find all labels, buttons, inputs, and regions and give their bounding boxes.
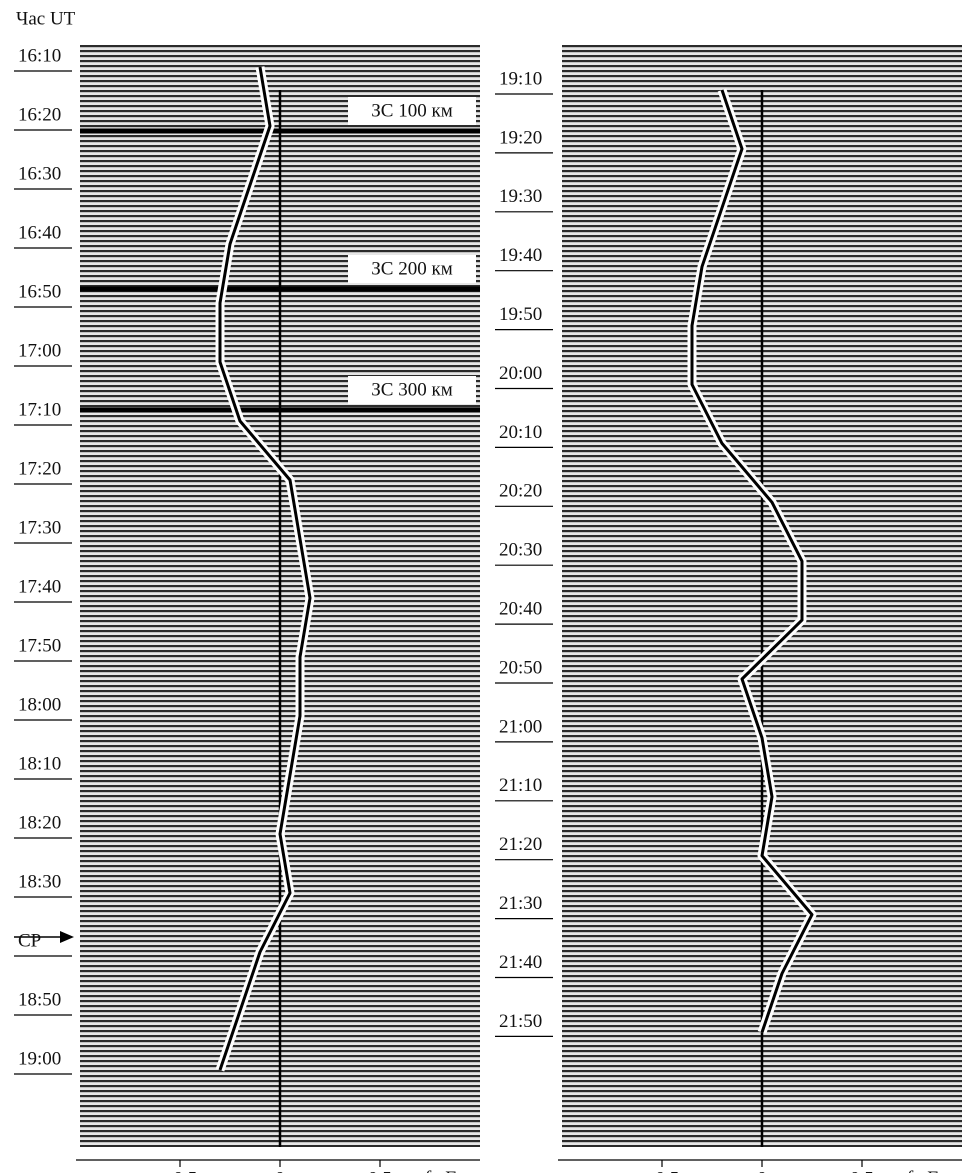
y-tick-label: 21:20 [499,834,542,855]
y-tick-label: 16:30 [18,163,61,184]
y-tick-label: 18:20 [18,812,61,833]
y-tick-label: 20:00 [499,363,542,384]
y-tick-label: 20:30 [499,540,542,561]
y-tick-label: 17:30 [18,517,61,538]
y-axis-title: Час UT [16,8,76,29]
x-tick-label: 0 [757,1168,767,1173]
y-tick-label: 21:10 [499,775,542,796]
x-tick-label: 0.5 [850,1168,874,1173]
y-tick-label: 19:10 [499,68,542,89]
y-tick-label: 16:20 [18,104,61,125]
y-tick-label: 21:40 [499,952,542,973]
annotation-label: ЗС 300 км [371,379,452,400]
y-tick-label: 19:00 [18,1048,61,1069]
annotation-box [348,255,476,283]
peak-track [690,89,814,1033]
annotation-label: ЗС 200 км [371,258,452,279]
y-tick-label: 20:50 [499,657,542,678]
y-tick-label: 20:20 [499,481,542,502]
annotation-box [348,97,476,125]
y-tick-label: 16:10 [18,45,61,66]
y-tick-label: 18:50 [18,989,61,1010]
y-tick-label: 19:40 [499,245,542,266]
y-tick-label: 20:40 [499,598,542,619]
peak-track [218,66,312,1071]
y-tick-label: 17:10 [18,399,61,420]
x-axis-title: fd, Гц [424,1168,466,1173]
y-tick-label: 20:10 [499,422,542,443]
x-tick-label: −0.5 [645,1168,679,1173]
x-tick-label: −0.5 [163,1168,197,1173]
y-tick-label: 21:30 [499,893,542,914]
y-tick-label: 21:00 [499,716,542,737]
annotation-label: ЗС 100 км [371,100,452,121]
x-axis-unit: , Гц [918,1168,949,1173]
y-tick-label: 21:50 [499,1011,542,1032]
arrow-head [60,931,74,943]
annotation-box [348,376,476,404]
x-axis-title: fd, Гц [906,1168,948,1173]
y-tick-label: 16:40 [18,222,61,243]
y-tick-label: 16:50 [18,281,61,302]
x-axis-symbol: f [424,1168,432,1173]
y-tick-label: 17:20 [18,458,61,479]
x-axis-symbol: f [906,1168,914,1173]
x-tick-label: 0 [275,1168,285,1173]
y-tick-label: 19:50 [499,304,542,325]
y-tick-label: 19:20 [499,127,542,148]
x-tick-label: 0.5 [368,1168,392,1173]
y-tick-label: 17:00 [18,340,61,361]
y-tick-label: 17:50 [18,635,61,656]
x-axis-unit: , Гц [436,1168,467,1173]
y-tick-label: 17:40 [18,576,61,597]
y-tick-label: 18:30 [18,871,61,892]
y-tick-label: 18:10 [18,753,61,774]
y-tick-label: СР [18,930,41,951]
y-tick-label: 19:30 [499,186,542,207]
y-tick-label: 18:00 [18,694,61,715]
